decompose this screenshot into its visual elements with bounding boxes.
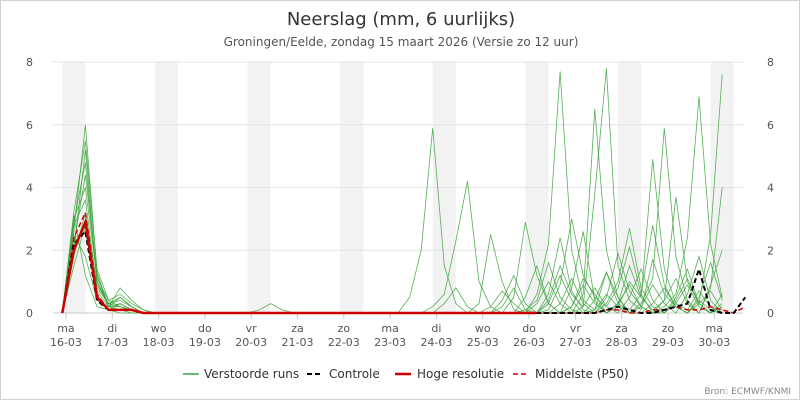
x-axis: ma16-03di17-03wo18-03do19-03vr20-03za21-… bbox=[50, 313, 730, 349]
y-tick-label-right: 8 bbox=[767, 56, 774, 69]
x-tick-weekday: ma bbox=[706, 322, 723, 335]
x-tick-date: 25-03 bbox=[467, 336, 499, 349]
x-tick-weekday: di bbox=[431, 322, 441, 335]
x-tick-weekday: do bbox=[522, 322, 536, 335]
legend-item-control[interactable]: Controle bbox=[307, 367, 380, 381]
y-tick-label-right: 6 bbox=[767, 119, 774, 132]
legend-label-median[interactable]: Middelste (P50) bbox=[535, 367, 629, 381]
legend-label-control[interactable]: Controle bbox=[329, 367, 380, 381]
x-tick-date: 18-03 bbox=[143, 336, 175, 349]
x-tick-weekday: ma bbox=[381, 322, 398, 335]
credits-text[interactable]: Bron: ECMWF/KNMI bbox=[704, 387, 791, 397]
x-tick-weekday: di bbox=[107, 322, 117, 335]
x-tick-date: 29-03 bbox=[652, 336, 684, 349]
x-tick-weekday: wo bbox=[475, 322, 491, 335]
series-layer bbox=[61, 68, 747, 315]
x-tick-date: 20-03 bbox=[235, 336, 267, 349]
x-tick-weekday: wo bbox=[151, 322, 167, 335]
y-tick-label-right: 0 bbox=[767, 307, 774, 320]
x-tick-date: 21-03 bbox=[282, 336, 314, 349]
y-axis-right: 0 2 4 6 8 bbox=[767, 56, 774, 320]
legend-item-median[interactable]: Middelste (P50) bbox=[513, 367, 629, 381]
y-tick-label-left: 2 bbox=[26, 244, 33, 257]
y-tick-label-right: 4 bbox=[767, 182, 774, 195]
x-tick-date: 22-03 bbox=[328, 336, 360, 349]
x-tick-weekday: ma bbox=[57, 322, 74, 335]
legend-label-hires[interactable]: Hoge resolutie bbox=[417, 367, 504, 381]
x-tick-date: 27-03 bbox=[559, 336, 591, 349]
y-axis-left: 0 2 4 6 8 bbox=[26, 56, 33, 320]
legend[interactable]: Verstoorde runs Controle Hoge resolutie … bbox=[183, 367, 629, 381]
x-tick-weekday: zo bbox=[662, 322, 675, 335]
legend-item-hires[interactable]: Hoge resolutie bbox=[395, 367, 504, 381]
x-tick-weekday: za bbox=[615, 322, 628, 335]
y-tick-label-left: 6 bbox=[26, 119, 33, 132]
x-tick-date: 17-03 bbox=[96, 336, 128, 349]
x-tick-date: 26-03 bbox=[513, 336, 545, 349]
hires-line bbox=[61, 217, 537, 315]
legend-item-ensemble[interactable]: Verstoorde runs bbox=[183, 367, 299, 381]
x-tick-weekday: do bbox=[198, 322, 212, 335]
y-tick-label-left: 8 bbox=[26, 56, 33, 69]
x-tick-date: 24-03 bbox=[420, 336, 452, 349]
x-tick-weekday: vr bbox=[570, 322, 582, 335]
chart-subtitle: Groningen/Eelde, zondag 15 maart 2026 (V… bbox=[224, 35, 579, 49]
y-tick-label-left: 4 bbox=[26, 182, 33, 195]
chart-title: Neerslag (mm, 6 uurlijks) bbox=[287, 9, 515, 30]
x-tick-weekday: vr bbox=[246, 322, 258, 335]
x-tick-date: 28-03 bbox=[606, 336, 638, 349]
x-tick-weekday: zo bbox=[338, 322, 351, 335]
y-tick-label-left: 0 bbox=[26, 307, 33, 320]
x-tick-weekday: za bbox=[291, 322, 304, 335]
x-tick-date: 16-03 bbox=[50, 336, 82, 349]
x-tick-date: 30-03 bbox=[698, 336, 730, 349]
legend-label-ensemble[interactable]: Verstoorde runs bbox=[204, 367, 299, 381]
x-tick-date: 23-03 bbox=[374, 336, 406, 349]
x-tick-date: 19-03 bbox=[189, 336, 221, 349]
y-tick-label-right: 2 bbox=[767, 244, 774, 257]
